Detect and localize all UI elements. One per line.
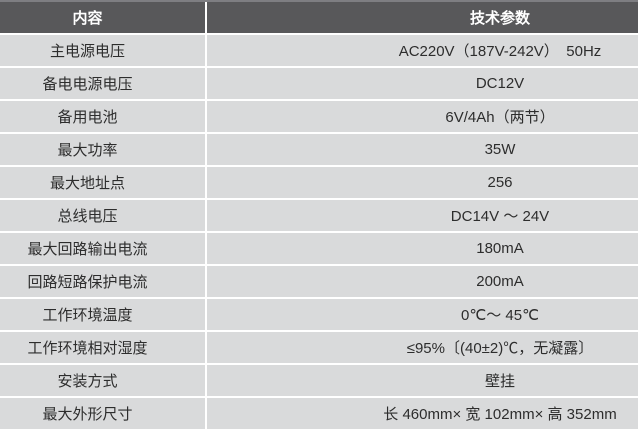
table-row: 回路短路保护电流 200mA [0,266,638,297]
spec-value: 180mA [476,240,524,257]
spec-label: 工作环境温度 [0,299,207,330]
header-cell-params: 技术参数 [469,10,530,27]
spec-label: 工作环境相对湿度 [0,332,207,363]
table-row: 备用电池 6V/4Ah（两节） [0,101,638,132]
spec-label: 最大地址点 [0,167,207,198]
table-row: 备电电源电压 DC12V [0,68,638,99]
spec-value: 256 [487,174,513,191]
spec-label: 备电电源电压 [0,68,207,99]
spec-label: 备用电池 [0,101,207,132]
header-cell-content: 内容 [0,2,207,33]
spec-value: 0℃～ 45℃ [461,307,539,324]
spec-value: AC220V（187V-242V） 50Hz [398,43,602,60]
spec-label: 最大外形尺寸 [0,398,207,429]
spec-value: DC12V [475,75,525,92]
spec-label: 安装方式 [0,365,207,396]
table-row: 主电源电压 AC220V（187V-242V） 50Hz [0,35,638,66]
table-row: 最大外形尺寸 长 460mm× 宽 102mm× 高 352mm [0,398,638,429]
table-row: 最大功率 35W [0,134,638,165]
spec-label: 回路短路保护电流 [0,266,207,297]
table-row: 安装方式 壁挂 [0,365,638,396]
spec-value: DC14V ～ 24V [450,208,550,225]
table-row: 工作环境温度 0℃～ 45℃ [0,299,638,330]
spec-value: 6V/4Ah（两节） [445,109,555,126]
spec-value: ≤95%〔(40±2)℃，无凝露〕 [406,340,594,357]
spec-value: 35W [484,141,516,158]
table-row: 工作环境相对湿度 ≤95%〔(40±2)℃，无凝露〕 [0,332,638,363]
spec-value: 200mA [476,273,524,290]
spec-value: 壁挂 [484,373,515,390]
spec-label: 最大回路输出电流 [0,233,207,264]
table-row: 最大回路输出电流 180mA [0,233,638,264]
spec-label: 最大功率 [0,134,207,165]
table-header-row: 内容 技术参数 [0,0,638,33]
table-row: 总线电压 DC14V ～ 24V [0,200,638,231]
spec-label: 总线电压 [0,200,207,231]
table-row: 最大地址点 256 [0,167,638,198]
spec-value: 长 460mm× 宽 102mm× 高 352mm [383,406,617,423]
table-body: 主电源电压 AC220V（187V-242V） 50Hz 备电电源电压 DC12… [0,35,638,429]
spec-label: 主电源电压 [0,35,207,66]
